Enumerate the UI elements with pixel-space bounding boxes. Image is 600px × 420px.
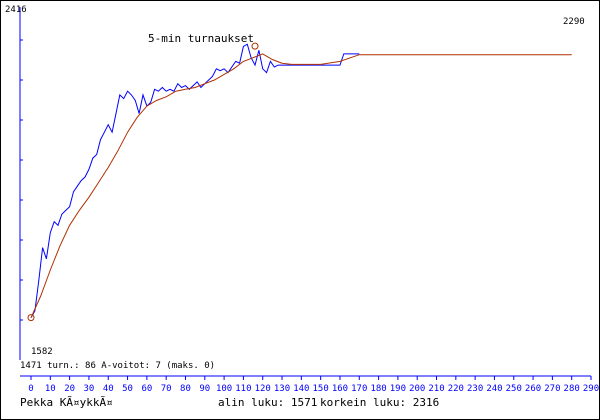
max-rating-label: korkein luku: 2316: [320, 396, 440, 409]
stats-line: 1471 turn.: 86 A-voitot: 7 (maks. 0): [20, 361, 215, 371]
x-tick-label: 120: [255, 384, 271, 394]
x-tick-label: 230: [467, 384, 483, 394]
x-tick-label: 90: [199, 384, 210, 394]
x-tick-label: 290: [583, 384, 599, 394]
x-tick-label: 260: [525, 384, 541, 394]
bottom-value-label: 1582: [31, 347, 53, 357]
x-tick-label: 100: [216, 384, 232, 394]
series-layer: [30, 43, 572, 318]
chart-annotation: 5-min turnaukset: [148, 32, 254, 45]
highlight-marker: [27, 314, 35, 322]
axes: 0 10 20 30 40 50 60 70 80 90 100 110 120 130 140 150 160…: [19, 7, 599, 394]
x-tick-label: 200: [409, 384, 425, 394]
series-line-raw: [30, 43, 360, 318]
x-tick-label: 210: [428, 384, 444, 394]
x-tick-label: 10: [45, 384, 56, 394]
x-tick-label: 160: [332, 384, 348, 394]
x-tick-label: 250: [506, 384, 522, 394]
x-tick-label: 80: [180, 384, 191, 394]
x-tick-label: 270: [544, 384, 560, 394]
x-tick-label: 170: [351, 384, 367, 394]
x-tick-label: 180: [370, 384, 386, 394]
x-tick-label: 280: [564, 384, 580, 394]
marker-layer: [27, 42, 259, 322]
x-tick-label: 190: [390, 384, 406, 394]
x-tick-label: 0: [28, 384, 33, 394]
x-tick-label: 40: [103, 384, 114, 394]
author-name: Pekka KÃ¤ykkÃ¤: [20, 396, 113, 409]
x-tick-label: 70: [161, 384, 172, 394]
highlight-marker: [251, 42, 259, 50]
min-rating-label: alin luku: 1571: [218, 396, 318, 409]
x-tick-label: 110: [235, 384, 251, 394]
x-tick-label: 60: [141, 384, 152, 394]
x-tick-label: 240: [486, 384, 502, 394]
x-tick-label: 140: [293, 384, 309, 394]
top-value-label: 2416: [5, 5, 27, 15]
x-tick-label: 20: [64, 384, 75, 394]
x-tick-label: 30: [84, 384, 95, 394]
right-value-label: 2290: [563, 17, 585, 27]
x-tick-label: 50: [122, 384, 133, 394]
x-tick-label: 220: [448, 384, 464, 394]
x-tick-label: 150: [313, 384, 329, 394]
series-line-smoothed: [30, 53, 572, 318]
x-tick-label: 130: [274, 384, 290, 394]
